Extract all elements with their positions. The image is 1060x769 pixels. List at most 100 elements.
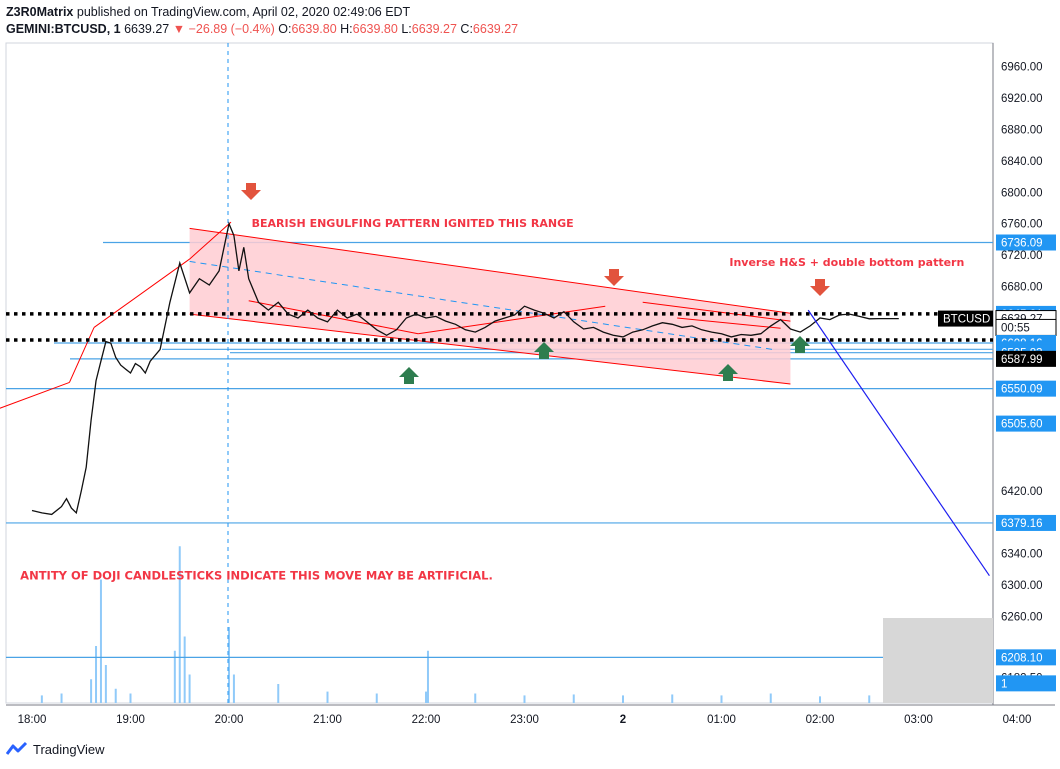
low-label: L: (401, 22, 412, 36)
volume-bar (114, 688, 117, 703)
trend-line (418, 305, 606, 335)
close-value: 6639.27 (472, 22, 519, 36)
price-tick-label: 6340.00 (1001, 549, 1043, 561)
chart-header: Z3R0Matrix published on TradingView.com,… (6, 4, 518, 38)
price-tag: 6736.09 (996, 234, 1056, 251)
volume-bar (104, 665, 107, 703)
low-value: 6639.27 (411, 22, 457, 36)
volume-bar (232, 674, 235, 703)
bullish-arrow-icon (399, 367, 419, 384)
time-tick-label: 01:00 (707, 714, 736, 726)
price-tag-box (996, 350, 1056, 367)
time-tick-label: 03:00 (904, 714, 933, 726)
trend-line (68, 327, 95, 383)
shaded-box (883, 618, 993, 703)
volume-bar (426, 650, 429, 703)
price-tag-label: 1 (1001, 678, 1007, 690)
price-tick-label: 6420.00 (1001, 486, 1043, 498)
price-tag-label: BTCUSD (943, 314, 990, 326)
author-name[interactable]: Z3R0Matrix (6, 5, 74, 19)
volume-bar (375, 693, 378, 703)
volume-bar (188, 674, 191, 703)
brand-label[interactable]: TradingView (33, 741, 105, 757)
channel-lower-line (189, 313, 791, 385)
price-tag-label: 6587.99 (1001, 354, 1043, 366)
symbol-label[interactable]: GEMINI:BTCUSD, 1 (6, 22, 121, 36)
price-tag-box (996, 649, 1056, 666)
price-tag: 6550.09 (996, 380, 1056, 397)
volume-bar (523, 695, 526, 703)
time-tick-label: 04:00 (1003, 714, 1032, 726)
bearish-arrow-icon (810, 279, 830, 296)
price-tick-label: 6880.00 (1001, 124, 1043, 136)
bullish-arrow-icon (718, 364, 738, 381)
price-tag-label: 6208.10 (1001, 652, 1043, 664)
price-tick-label: 6800.00 (1001, 187, 1043, 199)
high-value: 6639.80 (352, 22, 398, 36)
time-tick-label: 2 (620, 714, 626, 726)
volume-bar (183, 636, 186, 703)
bearish-arrow-icon (241, 183, 261, 200)
time-tick-label: 02:00 (806, 714, 835, 726)
channel-fill (189, 228, 791, 384)
volume-bar (819, 696, 821, 703)
price-tag-box (938, 310, 993, 327)
price-tag: 6587.99 (996, 350, 1056, 367)
close-label: C: (460, 22, 473, 36)
price-tag: 6208.10 (996, 649, 1056, 666)
price-tag-box (996, 675, 1056, 692)
volume-bar (277, 684, 280, 703)
trend-line (93, 258, 190, 328)
price-line (31, 221, 899, 516)
price-tag-label: 6550.09 (1001, 384, 1043, 396)
price-tag: 6379.16 (996, 514, 1056, 531)
open-value: 6639.80 (291, 22, 337, 36)
channel-upper-line (189, 227, 791, 314)
price-tick-label: 6760.00 (1001, 219, 1043, 231)
volume-bar (90, 679, 93, 703)
high-label: H: (340, 22, 353, 36)
trend-line (248, 300, 419, 335)
time-tick-label: 23:00 (510, 714, 539, 726)
volume-bar (95, 646, 98, 703)
price-tick-label: 6920.00 (1001, 93, 1043, 105)
time-tick-label: 18:00 (18, 714, 47, 726)
price-tag-label: 6379.16 (1001, 518, 1043, 530)
volume-bar (173, 650, 176, 703)
price-tag-box (996, 234, 1056, 251)
volume-bar (40, 695, 43, 703)
volume-bar (228, 627, 230, 703)
plot-area (5, 42, 994, 704)
volume-bar (178, 546, 181, 703)
volume-bar (769, 693, 772, 703)
trend-line (0, 381, 70, 409)
volume-bar (868, 695, 871, 703)
price-tag-box (996, 415, 1056, 432)
price-tag-box (996, 514, 1056, 531)
open-label: O: (278, 22, 292, 36)
tradingview-logo-icon (6, 741, 28, 755)
volume-bar (425, 691, 427, 703)
bearish-arrow-icon (604, 269, 624, 286)
down-arrow-icon: ▼ (172, 22, 186, 36)
volume-bar (474, 693, 477, 703)
volume-bar (622, 695, 624, 703)
price-tick-label: 6680.00 (1001, 282, 1043, 294)
bullish-arrow-icon (534, 342, 554, 359)
trend-line (642, 301, 791, 322)
price-tick-label: 6960.00 (1001, 62, 1043, 74)
annotation-label-2: ANTITY OF DOJI CANDLESTICKS INDICATE THI… (20, 569, 493, 583)
price-chart[interactable]: BEARISH ENGULFING PATTERN IGNITED THIS R… (0, 0, 1060, 740)
bullish-arrow-icon (790, 336, 810, 353)
annotation-label-0: BEARISH ENGULFING PATTERN IGNITED THIS R… (252, 217, 574, 230)
volume-bar (671, 694, 674, 703)
volume-bar (326, 691, 329, 703)
price-tag: BTCUSD (938, 310, 993, 327)
volume-bar (60, 693, 63, 703)
volume-bar (572, 694, 575, 703)
price-tick-label: 6260.00 (1001, 612, 1043, 624)
time-tick-label: 22:00 (412, 714, 441, 726)
price-tag: 6505.60 (996, 415, 1056, 432)
projection-line (807, 309, 990, 577)
footer: TradingView (6, 741, 105, 757)
